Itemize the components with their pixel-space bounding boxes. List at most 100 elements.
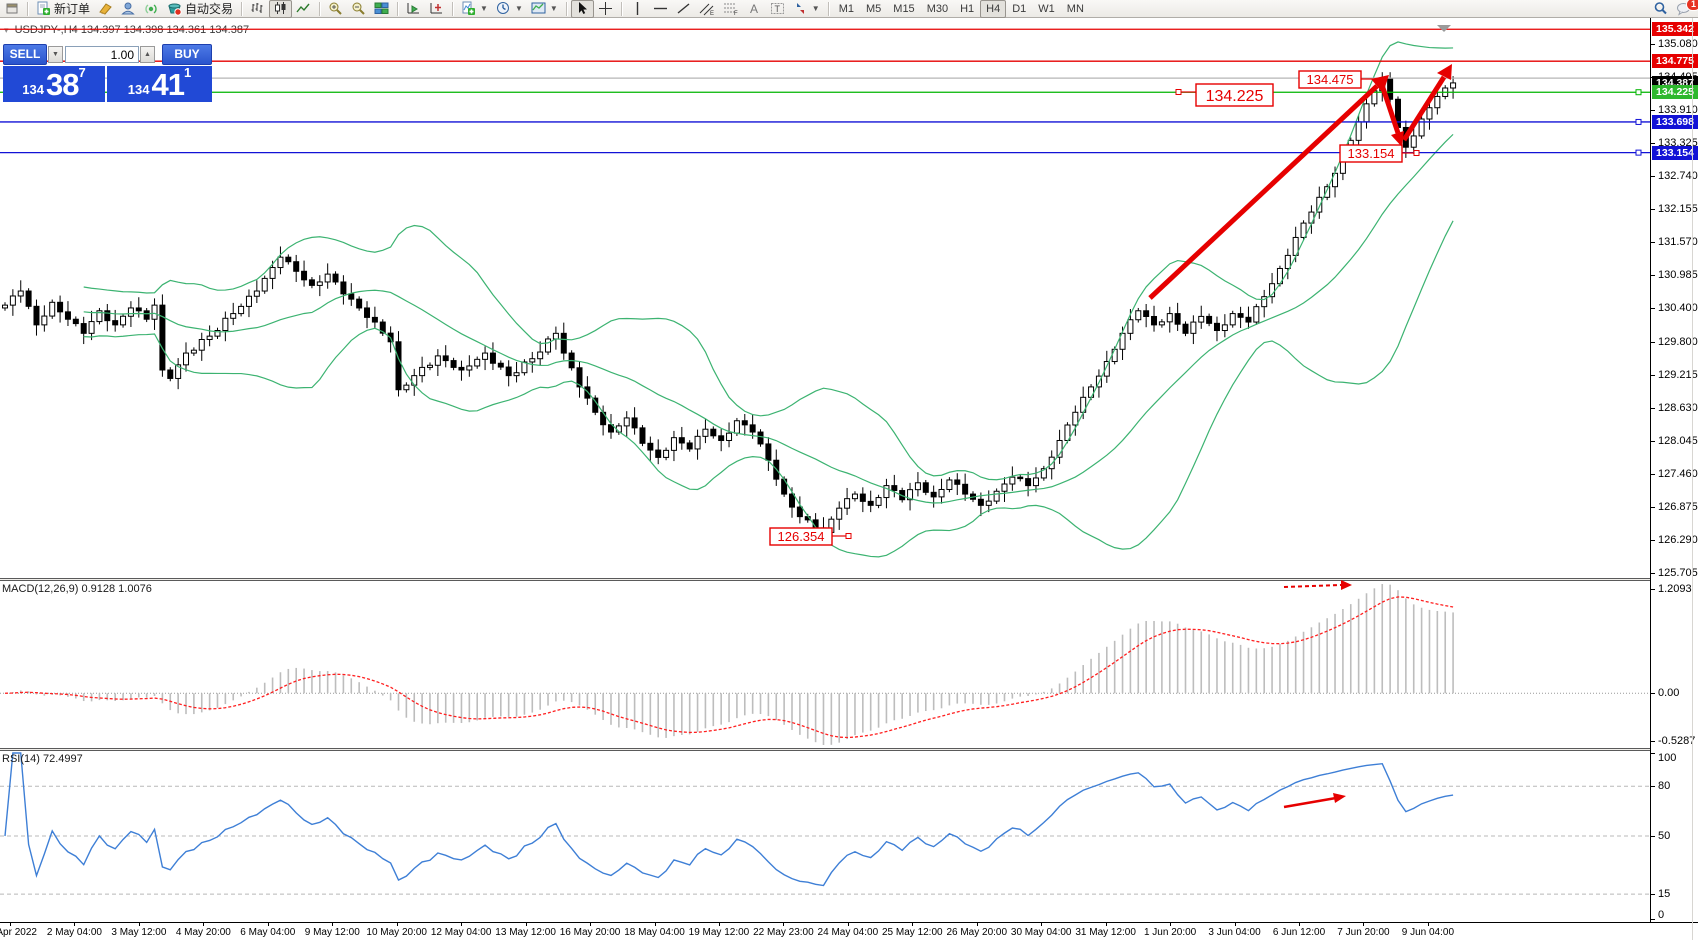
dropdown-arrow-icon: ▼ (480, 4, 488, 13)
rsi-tick-mark (1651, 753, 1655, 754)
autotrade-button[interactable]: 自动交易 (163, 0, 237, 18)
candle-body (552, 332, 559, 340)
templates-button[interactable]: ▼ (527, 0, 562, 18)
candle-body (757, 431, 764, 445)
pane-splitter[interactable] (0, 578, 1698, 581)
candle-body (371, 316, 378, 323)
candle-body (1402, 126, 1409, 148)
separator (319, 1, 321, 16)
candle-chart-mode-button[interactable] (269, 0, 293, 18)
bar-chart-mode-button[interactable] (246, 0, 269, 18)
price-axis[interactable]: 135.080134.495133.910133.325132.740132.1… (1650, 17, 1698, 922)
main-chart-pane[interactable] (0, 17, 1650, 578)
timeframe-button-m1[interactable]: M1 (838, 2, 854, 15)
sell-button[interactable]: SELL (3, 44, 47, 65)
candle-body (206, 335, 213, 340)
time-tick-mark (74, 923, 76, 926)
time-tick-mark (267, 923, 269, 926)
crosshair-tool-button[interactable] (594, 0, 617, 18)
candle-body (9, 295, 16, 306)
auto-scroll-button[interactable] (402, 0, 425, 18)
candle-body (954, 479, 961, 485)
rsi-line (4, 752, 1454, 887)
horizontal-line-tool-button[interactable] (649, 0, 672, 18)
search-button[interactable] (1649, 0, 1672, 18)
crosshair-icon (598, 2, 612, 15)
rsi-indicator-pane[interactable] (0, 751, 1650, 922)
add-indicator-button[interactable]: ▼ (457, 0, 492, 18)
candle-body (308, 279, 315, 286)
signals-button[interactable] (140, 0, 163, 18)
profile-button[interactable] (117, 0, 140, 18)
candle-body (678, 437, 685, 444)
timeframe-group: M1 M5 M15 M30 H1 H4 D1 W1 MN (833, 0, 1090, 18)
timeframe-button-m30[interactable]: M30 (926, 2, 949, 15)
timeframe-button-d1[interactable]: D1 (1012, 2, 1027, 15)
buy-price[interactable]: 134 41 1 (107, 66, 212, 102)
text-tool-button[interactable]: A (743, 0, 766, 18)
sell-price[interactable]: 134 38 7 (3, 66, 105, 102)
tile-windows-button[interactable] (370, 0, 393, 18)
candle-body (1017, 476, 1024, 480)
time-tick-mark (1363, 923, 1365, 926)
candle-body (127, 307, 134, 317)
arrows-tool-button[interactable]: ▼ (789, 0, 824, 18)
candle-body (844, 498, 851, 509)
time-label: 10 May 20:00 (366, 927, 427, 938)
candle-body (1158, 321, 1165, 326)
macd-indicator-pane[interactable] (0, 581, 1650, 748)
volume-input[interactable] (65, 46, 139, 63)
zoom-in-button[interactable] (324, 0, 347, 18)
timeframe-button-m15[interactable]: M15 (893, 2, 915, 15)
macd-tick-mark (1651, 589, 1655, 590)
candle-body (1182, 323, 1189, 334)
pane-splitter[interactable] (0, 748, 1698, 751)
volume-increase-button[interactable]: ▲ (140, 46, 155, 63)
macd-tick-mark (1651, 693, 1655, 695)
new-order-button[interactable]: 新订单 (32, 0, 94, 18)
buy-button[interactable]: BUY (162, 44, 212, 65)
candle-body (710, 428, 717, 437)
candle-body (1213, 322, 1220, 332)
template-icon (531, 2, 546, 14)
time-axis[interactable]: 29 Apr 2022 2 May 04:00 3 May 12:00 4 May 2… (0, 922, 1698, 940)
candle-body (1040, 468, 1047, 479)
channel-tool-button[interactable]: E (695, 0, 719, 18)
candle-body (977, 498, 984, 506)
timeframe-button-h1[interactable]: H1 (960, 2, 975, 15)
timeframe-button-h4[interactable]: H4 (980, 0, 1007, 18)
fibonacci-tool-button[interactable]: F (719, 0, 743, 18)
text-label-tool-button[interactable]: T (766, 0, 789, 18)
line-chart-mode-button[interactable] (292, 0, 315, 18)
candle-body (80, 323, 87, 334)
time-label: 6 May 04:00 (240, 927, 296, 938)
chat-button[interactable]: 1 (1672, 0, 1698, 18)
macd-scale-label: 1.2093 (1658, 583, 1692, 595)
candle-body (733, 420, 740, 434)
zoom-out-button[interactable] (347, 0, 370, 18)
chart-shift-button[interactable] (425, 0, 448, 18)
timeframe-button-m5[interactable]: M5 (866, 2, 882, 15)
candle-body (1056, 439, 1063, 458)
periods-button[interactable]: ▼ (492, 0, 527, 18)
candle-body (159, 304, 166, 371)
equidistant-channel-icon: E (699, 3, 714, 16)
candle-body (238, 305, 245, 315)
cursor-tool-button[interactable] (570, 0, 594, 18)
vertical-line-tool-button[interactable] (626, 0, 649, 18)
timeframe-button-mn[interactable]: MN (1066, 2, 1084, 15)
trendline-tool-button[interactable] (672, 0, 695, 18)
volume-decrease-button[interactable]: ▼ (48, 46, 63, 63)
time-label: 22 May 23:00 (753, 927, 814, 938)
timeframe-button-w1[interactable]: W1 (1038, 2, 1055, 15)
marker-button[interactable] (94, 0, 117, 18)
time-label: 16 May 20:00 (559, 927, 621, 938)
candle-body (576, 367, 583, 388)
time-label: 1 Jun 20:00 (1143, 927, 1197, 938)
price-tick-mark (1651, 473, 1655, 475)
candle-body (222, 317, 229, 332)
price-direction-icon: ▾ (4, 25, 9, 35)
window-menu-button[interactable] (2, 0, 23, 18)
candle-body (765, 443, 772, 461)
candle-body (1371, 90, 1378, 105)
